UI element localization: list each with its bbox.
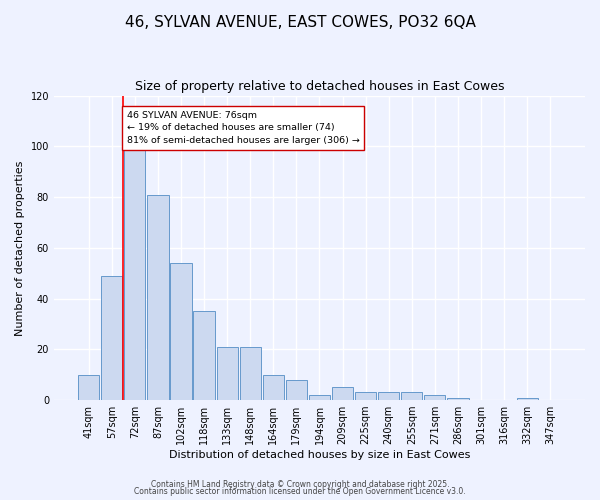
Bar [78, 374, 99, 400]
Bar [332, 388, 353, 400]
Bar [217, 347, 238, 400]
Bar [124, 146, 145, 400]
Y-axis label: Number of detached properties: Number of detached properties [15, 160, 25, 336]
Text: 46, SYLVAN AVENUE, EAST COWES, PO32 6QA: 46, SYLVAN AVENUE, EAST COWES, PO32 6QA [125, 15, 475, 30]
Bar [239, 347, 261, 400]
Bar [263, 374, 284, 400]
Bar [193, 312, 215, 400]
Bar [309, 395, 330, 400]
Text: Contains public sector information licensed under the Open Government Licence v3: Contains public sector information licen… [134, 487, 466, 496]
Text: 46 SYLVAN AVENUE: 76sqm
← 19% of detached houses are smaller (74)
81% of semi-de: 46 SYLVAN AVENUE: 76sqm ← 19% of detache… [127, 111, 359, 145]
Bar [101, 276, 122, 400]
Title: Size of property relative to detached houses in East Cowes: Size of property relative to detached ho… [135, 80, 504, 93]
Bar [147, 194, 169, 400]
Bar [355, 392, 376, 400]
Text: Contains HM Land Registry data © Crown copyright and database right 2025.: Contains HM Land Registry data © Crown c… [151, 480, 449, 489]
Bar [517, 398, 538, 400]
Bar [378, 392, 400, 400]
Bar [401, 392, 422, 400]
Bar [286, 380, 307, 400]
Bar [170, 263, 191, 400]
Bar [424, 395, 445, 400]
X-axis label: Distribution of detached houses by size in East Cowes: Distribution of detached houses by size … [169, 450, 470, 460]
Bar [448, 398, 469, 400]
